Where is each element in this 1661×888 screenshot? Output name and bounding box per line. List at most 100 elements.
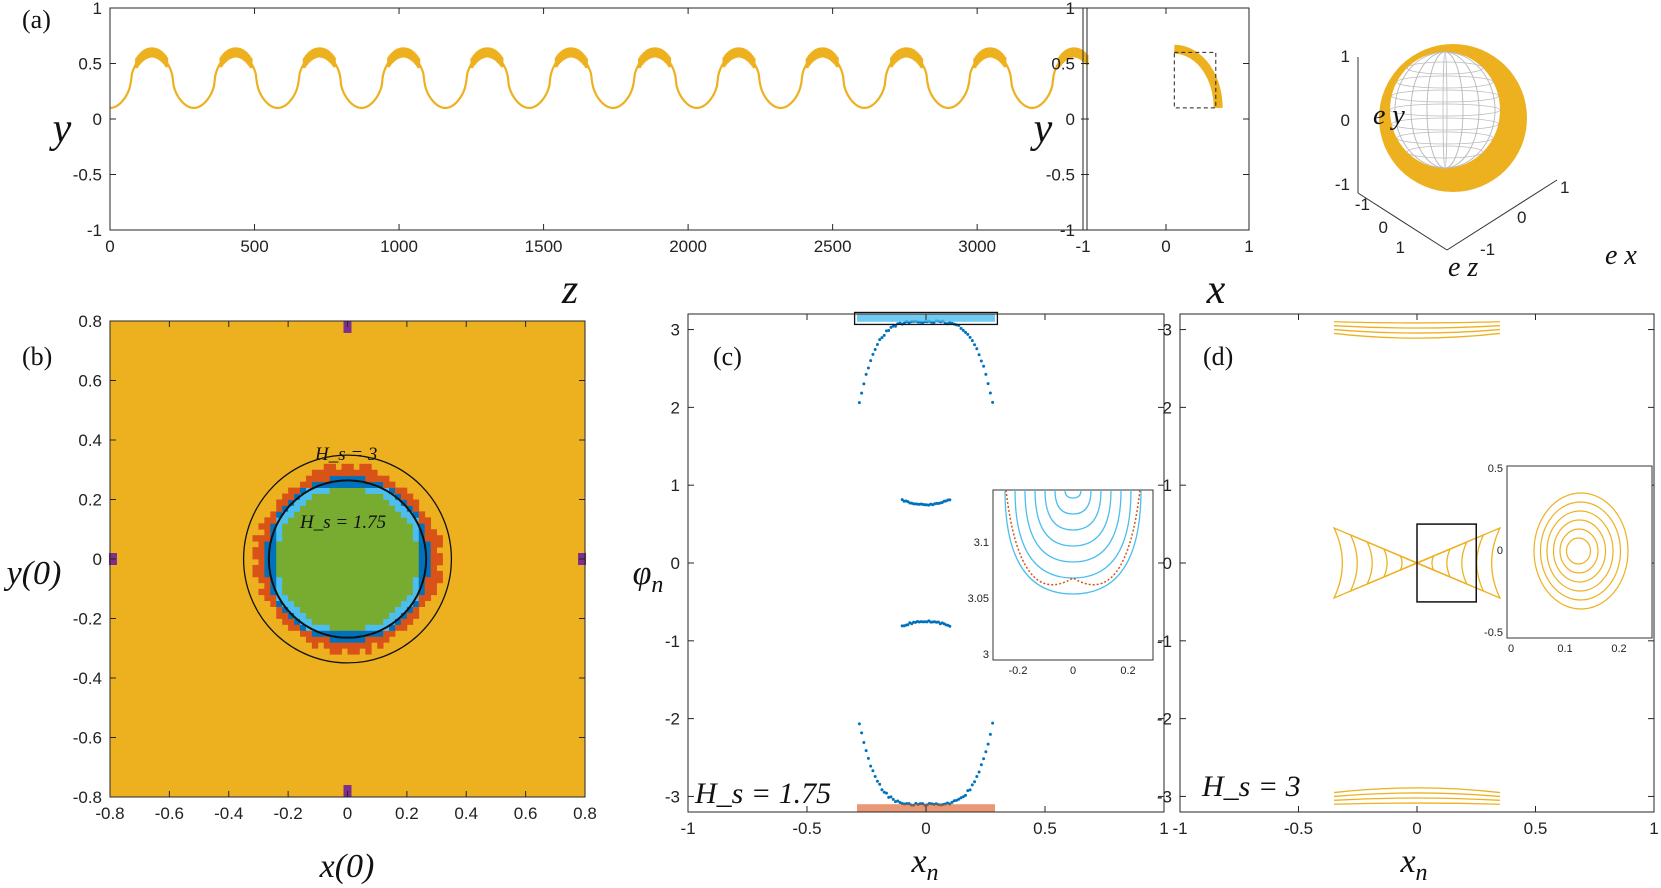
c-point — [862, 382, 865, 385]
b-cell — [264, 577, 270, 583]
a1-y-tick-label: -0.5 — [73, 166, 102, 185]
b-cell — [318, 541, 324, 547]
b-cell — [270, 565, 276, 571]
b-cell — [401, 547, 407, 553]
b-cell — [377, 541, 383, 547]
c-x-tick-label: -1 — [680, 819, 695, 838]
a2-y-tick-label: -0.5 — [1046, 166, 1075, 185]
b-cell — [288, 583, 294, 589]
b-cell — [431, 577, 437, 583]
b-cell — [371, 583, 377, 589]
b-cell — [359, 601, 365, 607]
b-cell — [300, 577, 306, 583]
panel-label-d: (d) — [1203, 342, 1233, 371]
a2-y-tick-label: 0.5 — [1051, 55, 1075, 74]
b-cell — [389, 547, 395, 553]
b-cell — [377, 494, 383, 500]
c-point — [880, 788, 883, 791]
a1-y-tick-label: 0 — [93, 110, 102, 129]
c-inset-x-tick-label: 0 — [1070, 665, 1076, 677]
d-xlabel-sub: n — [1416, 860, 1428, 886]
b-cell — [336, 541, 342, 547]
d-inset-y-tick-label: -0.5 — [1484, 627, 1503, 639]
b-cell — [294, 624, 300, 630]
b-cell — [276, 577, 282, 583]
c-y-tick-label: -2 — [665, 710, 680, 729]
b-cell — [330, 488, 336, 494]
b-cell — [282, 583, 288, 589]
b-cell — [312, 583, 318, 589]
b-cell — [276, 613, 282, 619]
b-cell — [359, 642, 365, 648]
c-point — [964, 331, 967, 334]
b-cell — [324, 642, 330, 648]
b-cell — [336, 559, 342, 565]
b-cell — [306, 589, 312, 595]
b-cell — [383, 547, 389, 553]
c-point — [892, 798, 895, 801]
b-cell — [365, 619, 371, 625]
b-cell — [437, 541, 443, 547]
b-cell — [342, 547, 348, 553]
b-cell — [342, 541, 348, 547]
b-cell — [342, 535, 348, 541]
b-cell — [389, 571, 395, 577]
c-point — [982, 757, 985, 760]
b-cell — [342, 565, 348, 571]
b-cell — [365, 636, 371, 642]
c-x-tick-label: 0.5 — [1033, 819, 1057, 838]
b-cell — [365, 559, 371, 565]
b-cell — [264, 583, 270, 589]
b-cell — [425, 583, 431, 589]
panel-b-basin-map: -0.8 -0.6 -0.4 -0.2 0 0.2 0.4 0.6 0.8-0.8-0.6-0.… — [73, 312, 597, 823]
b-cell — [306, 636, 312, 642]
b-cell — [359, 624, 365, 630]
b-cell — [330, 619, 336, 625]
panel-label-a: (a) — [22, 5, 51, 34]
b-cell — [413, 505, 419, 511]
b-cell — [365, 577, 371, 583]
b-cell — [353, 624, 359, 630]
b-cell — [395, 523, 401, 529]
b-cell — [276, 505, 282, 511]
b-cell — [359, 619, 365, 625]
b-cell — [353, 648, 359, 654]
b-cell — [348, 559, 354, 565]
b-x-tick-label: -0.4 — [214, 804, 243, 823]
b-cell — [348, 601, 354, 607]
b-cell — [324, 541, 330, 547]
b-cell — [324, 494, 330, 500]
b-cell — [282, 547, 288, 553]
c-point — [876, 343, 879, 346]
b-cell — [401, 571, 407, 577]
b-cell — [258, 559, 264, 565]
b-cell — [401, 577, 407, 583]
b-cell — [353, 559, 359, 565]
a2-y-tick-label: -1 — [1060, 221, 1075, 240]
a3-y-tick-label: 1 — [1341, 47, 1350, 66]
b-x-tick-label: 0.6 — [514, 804, 538, 823]
b-cell — [377, 571, 383, 577]
b-y-tick-label: -0.6 — [73, 729, 102, 748]
b-cell — [324, 619, 330, 625]
b-cell — [353, 630, 359, 636]
b-cell — [401, 529, 407, 535]
a3-y-tick-label: 0 — [1341, 111, 1350, 130]
b-cell — [282, 613, 288, 619]
b-cell — [389, 517, 395, 523]
d-y-tick-label: -2 — [1157, 710, 1172, 729]
b-cell — [348, 619, 354, 625]
a3-ylabel: e y — [1373, 100, 1405, 131]
b-cell — [253, 565, 259, 571]
b-cell — [276, 541, 282, 547]
b-cell — [359, 547, 365, 553]
b-cell — [270, 547, 276, 553]
b-cell — [324, 613, 330, 619]
a3-y-tick-label: -1 — [1335, 175, 1350, 194]
b-cell — [282, 517, 288, 523]
b-cell — [389, 595, 395, 601]
b-cell — [348, 577, 354, 583]
b-cell — [407, 589, 413, 595]
b-cell — [353, 571, 359, 577]
b-cell — [288, 541, 294, 547]
